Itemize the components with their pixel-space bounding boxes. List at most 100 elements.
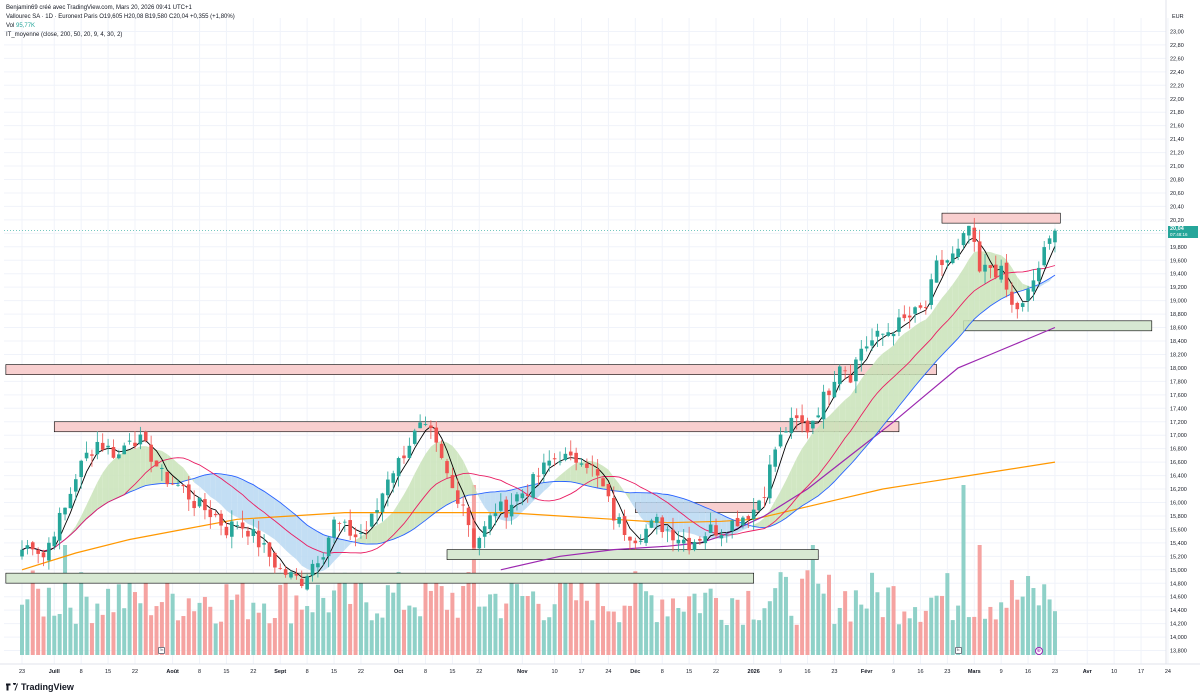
ribbon-segment xyxy=(1049,274,1055,282)
candle xyxy=(665,526,670,543)
candle xyxy=(789,407,794,439)
ribbon-segment xyxy=(915,322,921,387)
candle xyxy=(956,238,960,260)
price-tick-label: 17,200 xyxy=(1170,420,1187,426)
ribbon-segment xyxy=(549,480,555,487)
candle xyxy=(30,540,35,556)
candle-body xyxy=(122,445,127,455)
support-zone xyxy=(963,320,1153,332)
volume-bar xyxy=(945,573,950,655)
candle xyxy=(181,484,186,493)
ribbon-segment xyxy=(522,486,528,512)
ribbon-segment xyxy=(457,452,464,500)
candle xyxy=(816,407,821,419)
ribbon-segment xyxy=(473,485,480,498)
price-tick-label: 14,800 xyxy=(1170,581,1187,587)
price-tick-label: 18,600 xyxy=(1170,326,1187,332)
candle xyxy=(95,431,100,460)
candle-body xyxy=(811,420,815,429)
candle-body xyxy=(289,572,293,578)
candle xyxy=(122,442,127,455)
candle xyxy=(784,426,788,433)
ribbon-segment xyxy=(178,463,184,484)
symbol-ohlc[interactable]: Vallourec SA · 1D · Euronext Paris O19,6… xyxy=(6,14,235,20)
candle xyxy=(20,540,24,560)
candle-body xyxy=(52,536,57,547)
candle-body xyxy=(213,513,218,516)
indicator-legend[interactable]: IT_moyenne (close, 200, 50, 20, 9, 4, 30… xyxy=(6,32,123,38)
chart-legend: Benjamin69 créé avec TradingView.com, Ma… xyxy=(6,4,235,40)
volume-bar xyxy=(1026,576,1031,655)
volume-bar xyxy=(563,583,568,655)
candle-body xyxy=(875,330,880,337)
ribbon-segment xyxy=(893,338,899,414)
last-price-tag: 20,04 07:48:16 xyxy=(1168,225,1198,238)
volume-bar xyxy=(1015,599,1020,655)
candle-body xyxy=(273,552,277,568)
resistance-zone xyxy=(941,212,1061,224)
candle xyxy=(256,520,261,557)
volume-bar xyxy=(25,599,30,655)
candle xyxy=(68,487,73,509)
event-flag-badge[interactable]: ⊕ xyxy=(1034,647,1043,655)
candle xyxy=(1026,285,1030,312)
ribbon-segment xyxy=(672,495,679,533)
candle-body xyxy=(176,484,180,486)
volume-bar xyxy=(181,616,186,655)
candle xyxy=(827,388,831,407)
candle xyxy=(886,323,890,338)
candle-body xyxy=(423,423,428,425)
volume-bar xyxy=(63,545,68,655)
volume-bar xyxy=(111,612,116,655)
time-tick-label: Nov xyxy=(517,669,528,675)
candle-body xyxy=(68,493,73,509)
price-tick-label: 19,600 xyxy=(1170,258,1187,264)
candle xyxy=(875,323,880,347)
volume-bar xyxy=(116,584,121,655)
candle xyxy=(203,492,207,520)
candle-body xyxy=(999,265,1003,280)
time-tick-label: 15 xyxy=(223,669,229,675)
candle xyxy=(891,331,896,346)
candle-body xyxy=(359,532,363,534)
volume-bar xyxy=(558,574,562,655)
time-tick-label: 9 xyxy=(892,669,895,675)
candle xyxy=(402,445,406,464)
candle xyxy=(681,529,686,552)
ribbon-segment xyxy=(371,524,378,545)
ribbon-segment xyxy=(334,537,340,562)
candle-body xyxy=(864,346,869,349)
volume-bar xyxy=(719,619,724,655)
candle xyxy=(934,255,939,283)
volume-legend[interactable]: Vol 95,77K xyxy=(6,22,235,31)
volume-bar xyxy=(751,619,756,655)
candle xyxy=(84,441,89,462)
volume-bar xyxy=(122,608,127,655)
volume-bar xyxy=(353,572,358,655)
price-tick-label: 14,000 xyxy=(1170,635,1187,641)
candle-body xyxy=(429,425,433,429)
ribbon-segment xyxy=(124,449,130,495)
earnings-badge[interactable]: E xyxy=(158,647,166,654)
time-tick-label: Févr xyxy=(861,669,873,675)
tradingview-brand[interactable]: TradingView xyxy=(6,680,74,693)
volume-bar xyxy=(332,590,337,655)
candle-body xyxy=(47,542,51,561)
volume-bar xyxy=(337,576,342,655)
candle-body xyxy=(859,348,864,361)
currency-label[interactable]: EUR xyxy=(1172,14,1184,20)
ribbon-segment xyxy=(796,448,803,510)
candle-body xyxy=(256,530,261,548)
candle-body xyxy=(57,512,62,541)
candle-body xyxy=(585,463,589,468)
ribbon-segment xyxy=(818,420,824,496)
candle xyxy=(924,300,928,315)
candle xyxy=(294,568,299,580)
earnings-badge[interactable]: E xyxy=(954,647,962,654)
volume-bar xyxy=(482,606,487,655)
volume-bar xyxy=(972,616,977,655)
volume-bar xyxy=(714,597,719,655)
price-tick-label: 21,80 xyxy=(1170,110,1184,116)
